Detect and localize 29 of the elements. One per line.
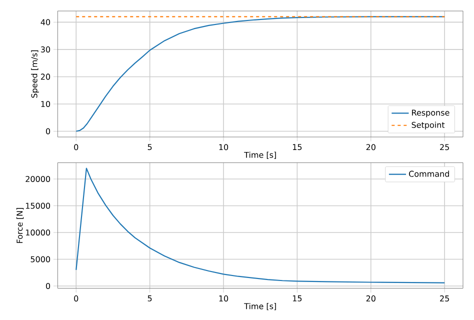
x-axis-title: Time [s] (244, 152, 276, 159)
x-tick-label: 25 (440, 144, 449, 150)
x-tick-label: 5 (148, 144, 152, 150)
x-tick-label: 25 (440, 295, 449, 302)
x-tick-label: 15 (292, 144, 302, 150)
y-tick-label: 0 (46, 282, 50, 290)
y-tick-label: 20 (40, 74, 50, 80)
legend-label: Command (409, 170, 449, 177)
y-tick-label: 20000 (26, 176, 50, 182)
y-tick-label: 30 (41, 46, 50, 52)
x-tick-label: 20 (366, 295, 376, 302)
y-axis-title: Speed [m/s] (31, 50, 39, 98)
x-tick-label: 0 (74, 295, 78, 302)
y-tick-label: 0 (46, 128, 50, 134)
legend-label: Setpoint (412, 122, 445, 130)
x-tick-label: 5 (148, 295, 152, 302)
y-tick-label: 5000 (30, 256, 50, 262)
x-tick-label: 20 (366, 144, 376, 150)
y-tick-label: 15000 (26, 202, 50, 209)
legend-label: Response (412, 110, 450, 118)
x-tick-label: 15 (292, 295, 302, 302)
y-axis-title: Force [N] (16, 208, 24, 243)
y-tick-label: 10000 (26, 229, 50, 236)
x-tick-label: 10 (219, 144, 228, 150)
x-tick-label: 0 (74, 144, 78, 150)
x-tick-label: 10 (219, 295, 228, 302)
y-tick-label: 10 (41, 100, 50, 108)
x-axis-title: Time [s] (244, 303, 276, 310)
y-tick-label: 40 (40, 19, 50, 26)
